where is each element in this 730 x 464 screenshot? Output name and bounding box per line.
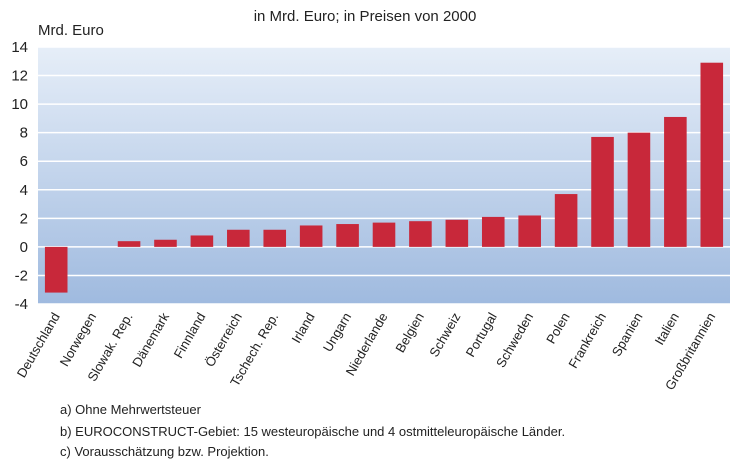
y-tick-label: 4 [20, 182, 28, 199]
y-tick-label: 10 [11, 96, 28, 113]
y-tick-label: 14 [11, 39, 28, 56]
bar [44, 246, 68, 293]
x-tick-label: Dänemark [129, 310, 172, 370]
x-tick-label: Belgien [392, 310, 427, 355]
y-axis-label: Mrd. Euro [38, 22, 104, 39]
y-tick-label: 12 [11, 68, 28, 85]
x-tick-label: Portugal [463, 310, 500, 360]
footnote: c) Vorausschätzung bzw. Projektion. [60, 444, 269, 459]
bar [409, 221, 432, 247]
x-tick-label: Ungarn [320, 310, 354, 354]
x-tick-label: Finnland [171, 310, 209, 361]
x-tick-label: Spanien [609, 310, 646, 359]
y-tick-label: -2 [15, 267, 28, 284]
bar [117, 241, 141, 247]
y-tick-label: 8 [20, 125, 28, 142]
x-tick-label: Deutschland [14, 310, 63, 380]
x-tick-label: Polen [543, 310, 573, 346]
x-tick-label: Italien [652, 310, 682, 348]
bar [299, 225, 323, 247]
bar [154, 239, 177, 247]
bar [518, 215, 541, 247]
chart-title: in Mrd. Euro; in Preisen von 2000 [254, 8, 477, 25]
y-tick-label: 2 [20, 210, 28, 227]
x-tick-label: Schweiz [426, 310, 463, 359]
bar [190, 235, 214, 247]
x-tick-label: Schweden [493, 310, 536, 370]
y-tick-label: 0 [20, 239, 28, 256]
bar [591, 136, 614, 247]
bar [664, 116, 687, 247]
x-tick-label: Frankreich [565, 310, 609, 371]
bar [445, 219, 469, 247]
footnote: a) Ohne Mehrwertsteuer [60, 402, 202, 417]
bar [263, 229, 287, 247]
footnote: b) EUROCONSTRUCT-Gebiet: 15 westeuropäis… [60, 424, 565, 439]
y-tick-label: -4 [15, 296, 28, 313]
bar [554, 194, 578, 247]
x-tick-label: Irland [288, 310, 317, 346]
bar [481, 216, 505, 247]
bar [700, 62, 724, 247]
y-tick-label: 6 [20, 153, 28, 170]
bar [227, 229, 250, 247]
bar [627, 132, 651, 247]
plot-area [38, 47, 730, 304]
bar [372, 222, 396, 247]
bar [336, 224, 359, 247]
